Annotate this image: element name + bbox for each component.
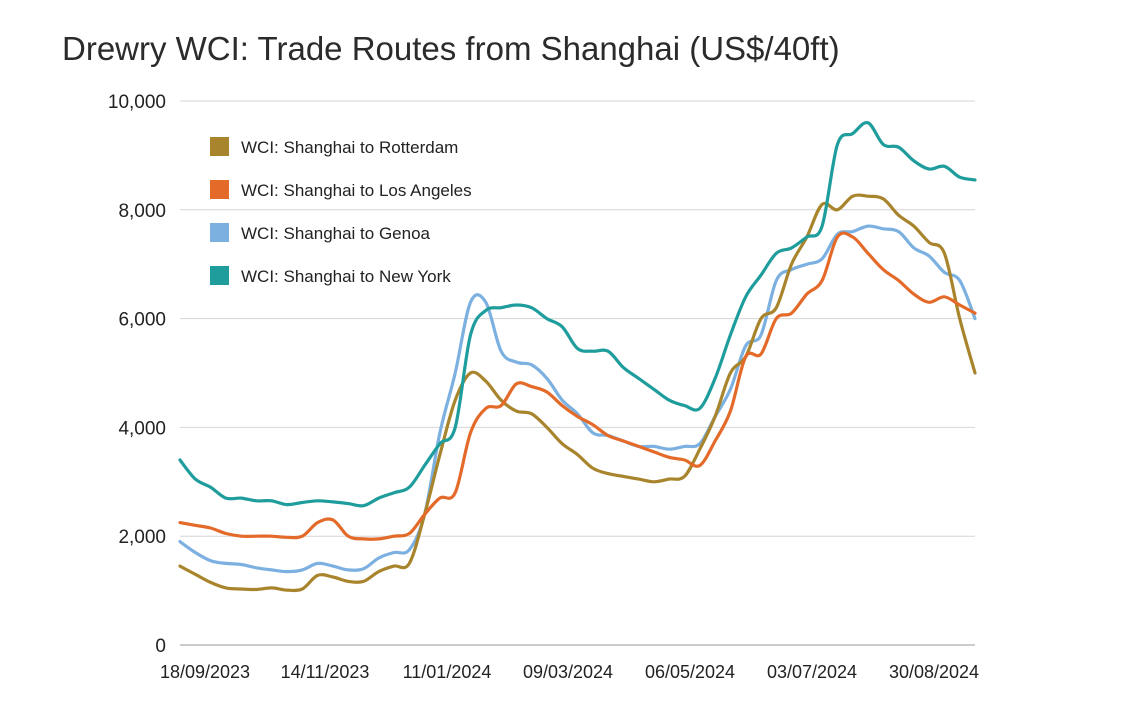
y-tick-label: 8,000: [118, 201, 166, 222]
series-line-wci-shanghai-to-new-york: [178, 120, 977, 508]
y-tick-label: 0: [155, 636, 166, 657]
y-tick-label: 4,000: [118, 418, 166, 439]
y-tick-label: 10,000: [108, 92, 166, 113]
legend-label: WCI: Shanghai to Rotterdam: [241, 138, 458, 157]
x-tick-label: 30/08/2024: [889, 662, 979, 682]
series-line-wci-shanghai-to-los-angeles: [178, 231, 977, 541]
legend-swatch: [210, 266, 229, 285]
legend: WCI: Shanghai to Rotterdam WCI: Shanghai …: [210, 137, 472, 286]
x-tick-label: 14/11/2023: [281, 662, 370, 682]
x-axis-ticks: 18/09/2023 14/11/2023 11/01/2024 09/03/2024…: [160, 662, 979, 682]
x-tick-label: 06/05/2024: [645, 662, 735, 682]
y-tick-label: 2,000: [118, 527, 166, 548]
legend-swatch: [210, 223, 229, 242]
legend-label: WCI: Shanghai to New York: [241, 267, 451, 286]
x-tick-label: 03/07/2024: [767, 662, 857, 682]
legend-swatch: [210, 180, 229, 199]
legend-label: WCI: Shanghai to Genoa: [241, 224, 431, 243]
x-tick-label: 18/09/2023: [160, 662, 250, 682]
series-line-wci-shanghai-to-rotterdam: [178, 193, 977, 593]
legend-swatch: [210, 137, 229, 156]
x-tick-label: 11/01/2024: [403, 662, 492, 682]
legend-label: WCI: Shanghai to Los Angeles: [241, 181, 472, 200]
x-tick-label: 09/03/2024: [523, 662, 613, 682]
series-lines: [178, 120, 977, 593]
y-tick-label: 6,000: [118, 310, 166, 331]
gridlines: [180, 100, 975, 646]
y-axis-ticks: 0 2,000 4,000 6,000 8,000 10,000: [108, 92, 166, 657]
chart-title: Drewry WCI: Trade Routes from Shanghai (…: [62, 30, 840, 67]
